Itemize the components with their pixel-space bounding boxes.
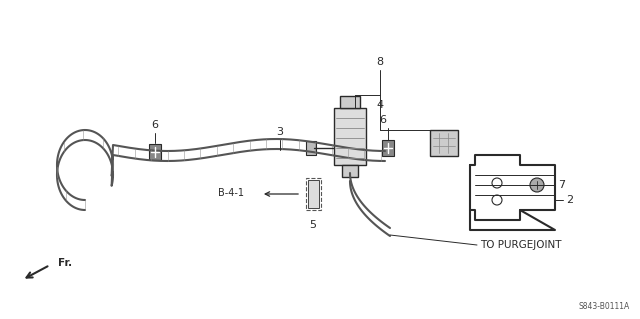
Bar	[306, 141, 316, 155]
Text: 5: 5	[310, 220, 317, 230]
Bar	[334, 108, 366, 165]
Text: 6: 6	[152, 120, 159, 130]
Text: S843-B0111A: S843-B0111A	[579, 302, 630, 311]
Text: 6: 6	[380, 115, 387, 125]
Text: 3: 3	[276, 127, 284, 137]
Bar	[149, 144, 161, 160]
Text: Fr.: Fr.	[58, 258, 72, 268]
Bar	[342, 165, 358, 177]
Bar	[308, 180, 319, 208]
Bar	[382, 140, 394, 156]
Text: B-4-1: B-4-1	[218, 188, 244, 198]
Circle shape	[530, 178, 544, 192]
Text: 7: 7	[559, 180, 566, 190]
Text: TO PURGEJOINT: TO PURGEJOINT	[480, 240, 561, 250]
Bar	[340, 96, 360, 108]
Text: 8: 8	[376, 57, 383, 67]
Bar	[306, 178, 321, 210]
Bar	[430, 130, 458, 156]
Text: 2: 2	[566, 195, 573, 205]
Text: 4: 4	[376, 100, 383, 110]
